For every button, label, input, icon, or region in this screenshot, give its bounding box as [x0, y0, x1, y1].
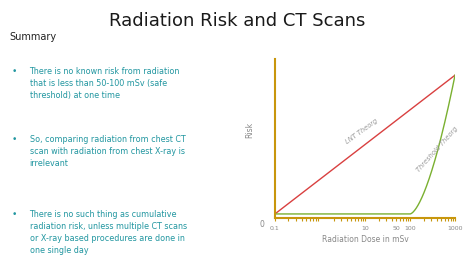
Text: Radiation Risk and CT Scans: Radiation Risk and CT Scans: [109, 12, 365, 30]
Text: •: •: [12, 135, 18, 144]
Text: LNT Theorg: LNT Theorg: [344, 118, 379, 146]
Text: So, comparing radiation from chest CT
scan with radiation from chest X-ray is
ir: So, comparing radiation from chest CT sc…: [29, 135, 185, 168]
Text: 0: 0: [259, 220, 264, 229]
Text: There is no such thing as cumulative
radiation risk, unless multiple CT scans
or: There is no such thing as cumulative rad…: [29, 210, 187, 255]
Text: Summary: Summary: [9, 32, 56, 42]
X-axis label: Radiation Dose in mSv: Radiation Dose in mSv: [321, 235, 409, 244]
Text: •: •: [12, 67, 18, 76]
Text: Threshold Theorg: Threshold Theorg: [416, 126, 459, 173]
Text: There is no known risk from radiation
that is less than 50-100 mSv (safe
thresho: There is no known risk from radiation th…: [29, 67, 180, 100]
Text: •: •: [12, 210, 18, 219]
Text: Risk: Risk: [245, 122, 254, 138]
